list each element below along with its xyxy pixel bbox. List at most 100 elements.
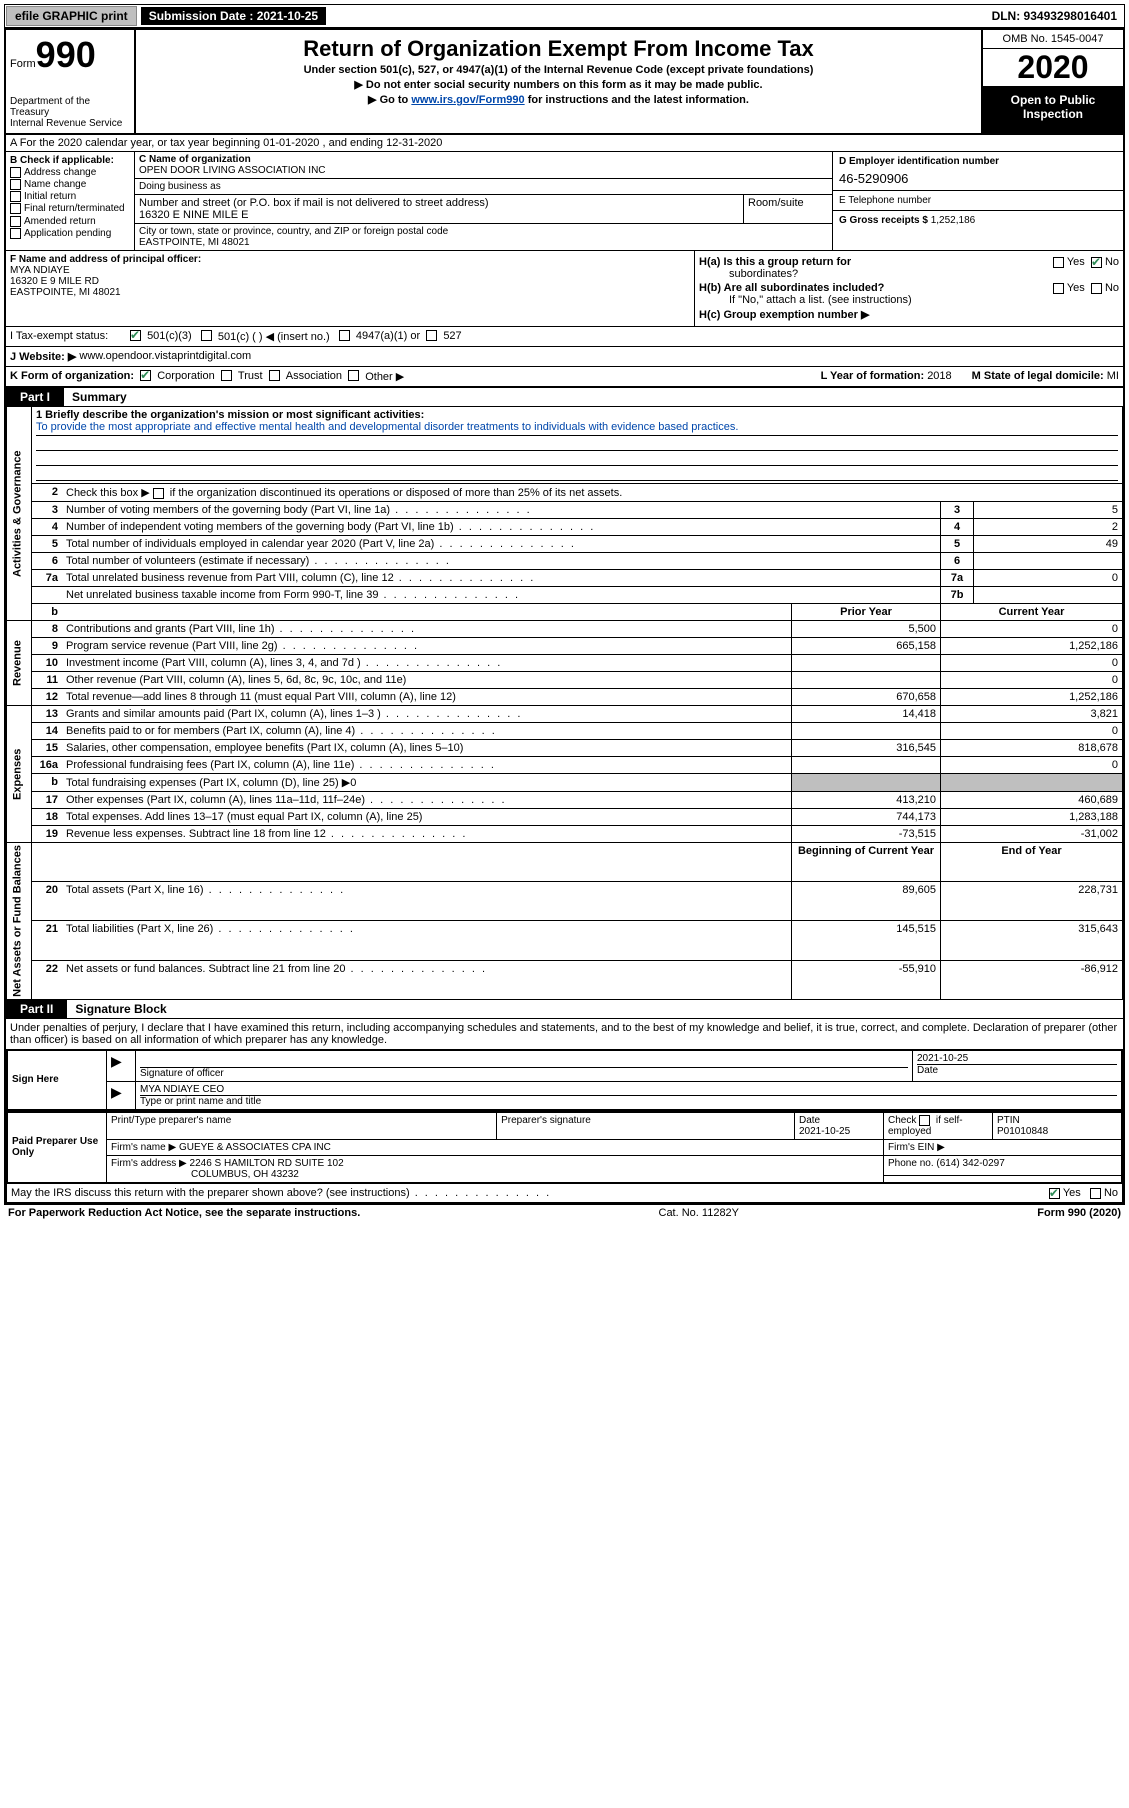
cb-address-change[interactable]: Address change <box>10 167 130 178</box>
line-5: 5Total number of individuals employed in… <box>7 536 1123 553</box>
hb-no-cb[interactable] <box>1091 283 1102 294</box>
hb-label: H(b) Are all subordinates included? <box>699 282 884 294</box>
cb-other[interactable] <box>348 370 359 381</box>
street-value: 16320 E NINE MILE E <box>139 209 739 221</box>
line-10: 10Investment income (Part VIII, column (… <box>7 655 1123 672</box>
prep-sig-label: Preparer's signature <box>497 1112 795 1140</box>
city-cell: City or town, state or province, country… <box>135 224 832 250</box>
part1-tab: Part I <box>6 388 64 406</box>
cb-initial-return[interactable]: Initial return <box>10 191 130 202</box>
org-name-label: C Name of organization <box>139 154 828 165</box>
cb-501c3[interactable] <box>130 330 141 341</box>
mission-text: To provide the most appropriate and effe… <box>36 421 1118 436</box>
city-value: EASTPOINTE, MI 48021 <box>139 237 828 248</box>
gross-label: G Gross receipts $ <box>839 215 928 226</box>
label-netassets: Net Assets or Fund Balances <box>7 843 32 1000</box>
line-7b: Net unrelated business taxable income fr… <box>7 587 1123 604</box>
ein-cell: D Employer identification number 46-5290… <box>833 152 1123 191</box>
m-label: M State of legal domicile: <box>972 370 1104 382</box>
form-header: Form990 Department of the Treasury Inter… <box>6 30 1123 135</box>
street-row: Number and street (or P.O. box if mail i… <box>135 195 832 224</box>
line-20: 20Total assets (Part X, line 16)89,60522… <box>7 882 1123 921</box>
sig-date-value: 2021-10-25 <box>917 1053 1117 1065</box>
irs-form990-link[interactable]: www.irs.gov/Form990 <box>411 94 524 106</box>
instr-goto: ▶ Go to www.irs.gov/Form990 for instruct… <box>144 93 973 106</box>
year-headers: bPrior YearCurrent Year <box>7 604 1123 621</box>
dba-cell: Doing business as <box>135 179 832 195</box>
ha-label: H(a) Is this a group return for <box>699 256 851 268</box>
j-label: J Website: ▶ <box>10 350 76 363</box>
footer-left: For Paperwork Reduction Act Notice, see … <box>8 1207 360 1219</box>
sig-date-label: Date <box>917 1065 1117 1076</box>
cb-discontinued[interactable] <box>153 488 164 499</box>
form-subtitle: Under section 501(c), 527, or 4947(a)(1)… <box>144 64 973 76</box>
line-17: 17Other expenses (Part IX, column (A), l… <box>7 792 1123 809</box>
summary-table: Activities & Governance 1 Briefly descri… <box>6 406 1123 1000</box>
col-f-officer: F Name and address of principal officer:… <box>6 251 694 326</box>
cb-name-change[interactable]: Name change <box>10 179 130 190</box>
perjury-declaration: Under penalties of perjury, I declare th… <box>6 1018 1123 1049</box>
irs-no-cb[interactable] <box>1090 1188 1101 1199</box>
instr2-post: for instructions and the latest informat… <box>525 94 749 106</box>
street-cell: Number and street (or P.O. box if mail i… <box>135 195 744 223</box>
l-label: L Year of formation: <box>821 370 925 382</box>
irs-yes-cb[interactable] <box>1049 1188 1060 1199</box>
hb-note: If "No," attach a list. (see instruction… <box>729 294 1119 306</box>
officer-street: 16320 E 9 MILE RD <box>10 276 690 287</box>
omb-number: OMB No. 1545-0047 <box>983 30 1123 49</box>
cb-final-return[interactable]: Final return/terminated <box>10 203 130 214</box>
col-b-checkboxes: B Check if applicable: Address change Na… <box>6 152 135 250</box>
efile-print-button[interactable]: efile GRAPHIC print <box>6 6 137 26</box>
prep-name-label: Print/Type preparer's name <box>107 1112 497 1140</box>
cb-assoc[interactable] <box>269 370 280 381</box>
sig-officer-label: Signature of officer <box>140 1068 908 1079</box>
cb-527[interactable] <box>426 330 437 341</box>
line-22: 22Net assets or fund balances. Subtract … <box>7 960 1123 999</box>
line-7a: 7aTotal unrelated business revenue from … <box>7 570 1123 587</box>
row-i-tax-status: I Tax-exempt status: 501(c)(3) 501(c) ( … <box>6 327 1123 347</box>
row-k-org-form: K Form of organization: Corporation Trus… <box>6 367 1123 388</box>
line2-desc: Check this box ▶ if the organization dis… <box>62 484 1123 502</box>
cb-pending[interactable]: Application pending <box>10 228 130 239</box>
sign-here-table: Sign Here ▶ Signature of officer 2021-10… <box>6 1049 1123 1111</box>
part2-title: Signature Block <box>67 1000 174 1018</box>
city-label: City or town, state or province, country… <box>139 226 828 237</box>
room-cell: Room/suite <box>744 195 832 223</box>
topbar: efile GRAPHIC print Submission Date : 20… <box>4 4 1125 28</box>
prep-date-cell: Date2021-10-25 <box>795 1112 884 1140</box>
line-15: 15Salaries, other compensation, employee… <box>7 740 1123 757</box>
self-employed-cell: Check if self-employed <box>884 1112 993 1140</box>
officer-name-cell: MYA NDIAYE CEO Type or print name and ti… <box>136 1081 1123 1110</box>
ha-no-cb[interactable] <box>1091 257 1102 268</box>
hb-yes-cb[interactable] <box>1053 283 1064 294</box>
cb-501c[interactable] <box>201 330 212 341</box>
cb-corp[interactable] <box>140 370 151 381</box>
ha-sub: subordinates? <box>729 268 1119 280</box>
cb-amended[interactable]: Amended return <box>10 216 130 227</box>
ha-yes-cb[interactable] <box>1053 257 1064 268</box>
phone-label: E Telephone number <box>839 195 1117 206</box>
cb-self-employed[interactable] <box>919 1115 930 1126</box>
hb-row: H(b) Are all subordinates included? Yes … <box>699 282 1119 306</box>
sign-here-label: Sign Here <box>7 1050 107 1110</box>
line-19: 19Revenue less expenses. Subtract line 1… <box>7 826 1123 843</box>
officer-name: MYA NDIAYE <box>10 265 690 276</box>
row-a-tax-year: A For the 2020 calendar year, or tax yea… <box>6 135 1123 152</box>
firm-address-cell: Firm's address ▶ 2246 S HAMILTON RD SUIT… <box>107 1155 884 1183</box>
cb-trust[interactable] <box>221 370 232 381</box>
phone-cell: E Telephone number <box>833 191 1123 211</box>
paid-preparer-table: Paid Preparer Use Only Print/Type prepar… <box>6 1111 1123 1184</box>
arrow-icon: ▶ <box>111 1084 122 1100</box>
cb-4947a1[interactable] <box>339 330 350 341</box>
firm-name-cell: Firm's name ▶ GUEYE & ASSOCIATES CPA INC <box>107 1139 884 1155</box>
arrow-icon: ▶ <box>111 1053 122 1069</box>
label-activities: Activities & Governance <box>7 407 32 621</box>
line-3: 3Number of voting members of the governi… <box>7 502 1123 519</box>
instr2-pre: ▶ Go to <box>368 94 411 106</box>
col-d: D Employer identification number 46-5290… <box>832 152 1123 250</box>
line-11: 11Other revenue (Part VIII, column (A), … <box>7 672 1123 689</box>
line1: 1 Briefly describe the organization's mi… <box>32 407 1123 484</box>
footer: For Paperwork Reduction Act Notice, see … <box>4 1205 1125 1221</box>
ein-label: D Employer identification number <box>839 156 1117 167</box>
part1-header: Part I Summary <box>6 388 1123 406</box>
